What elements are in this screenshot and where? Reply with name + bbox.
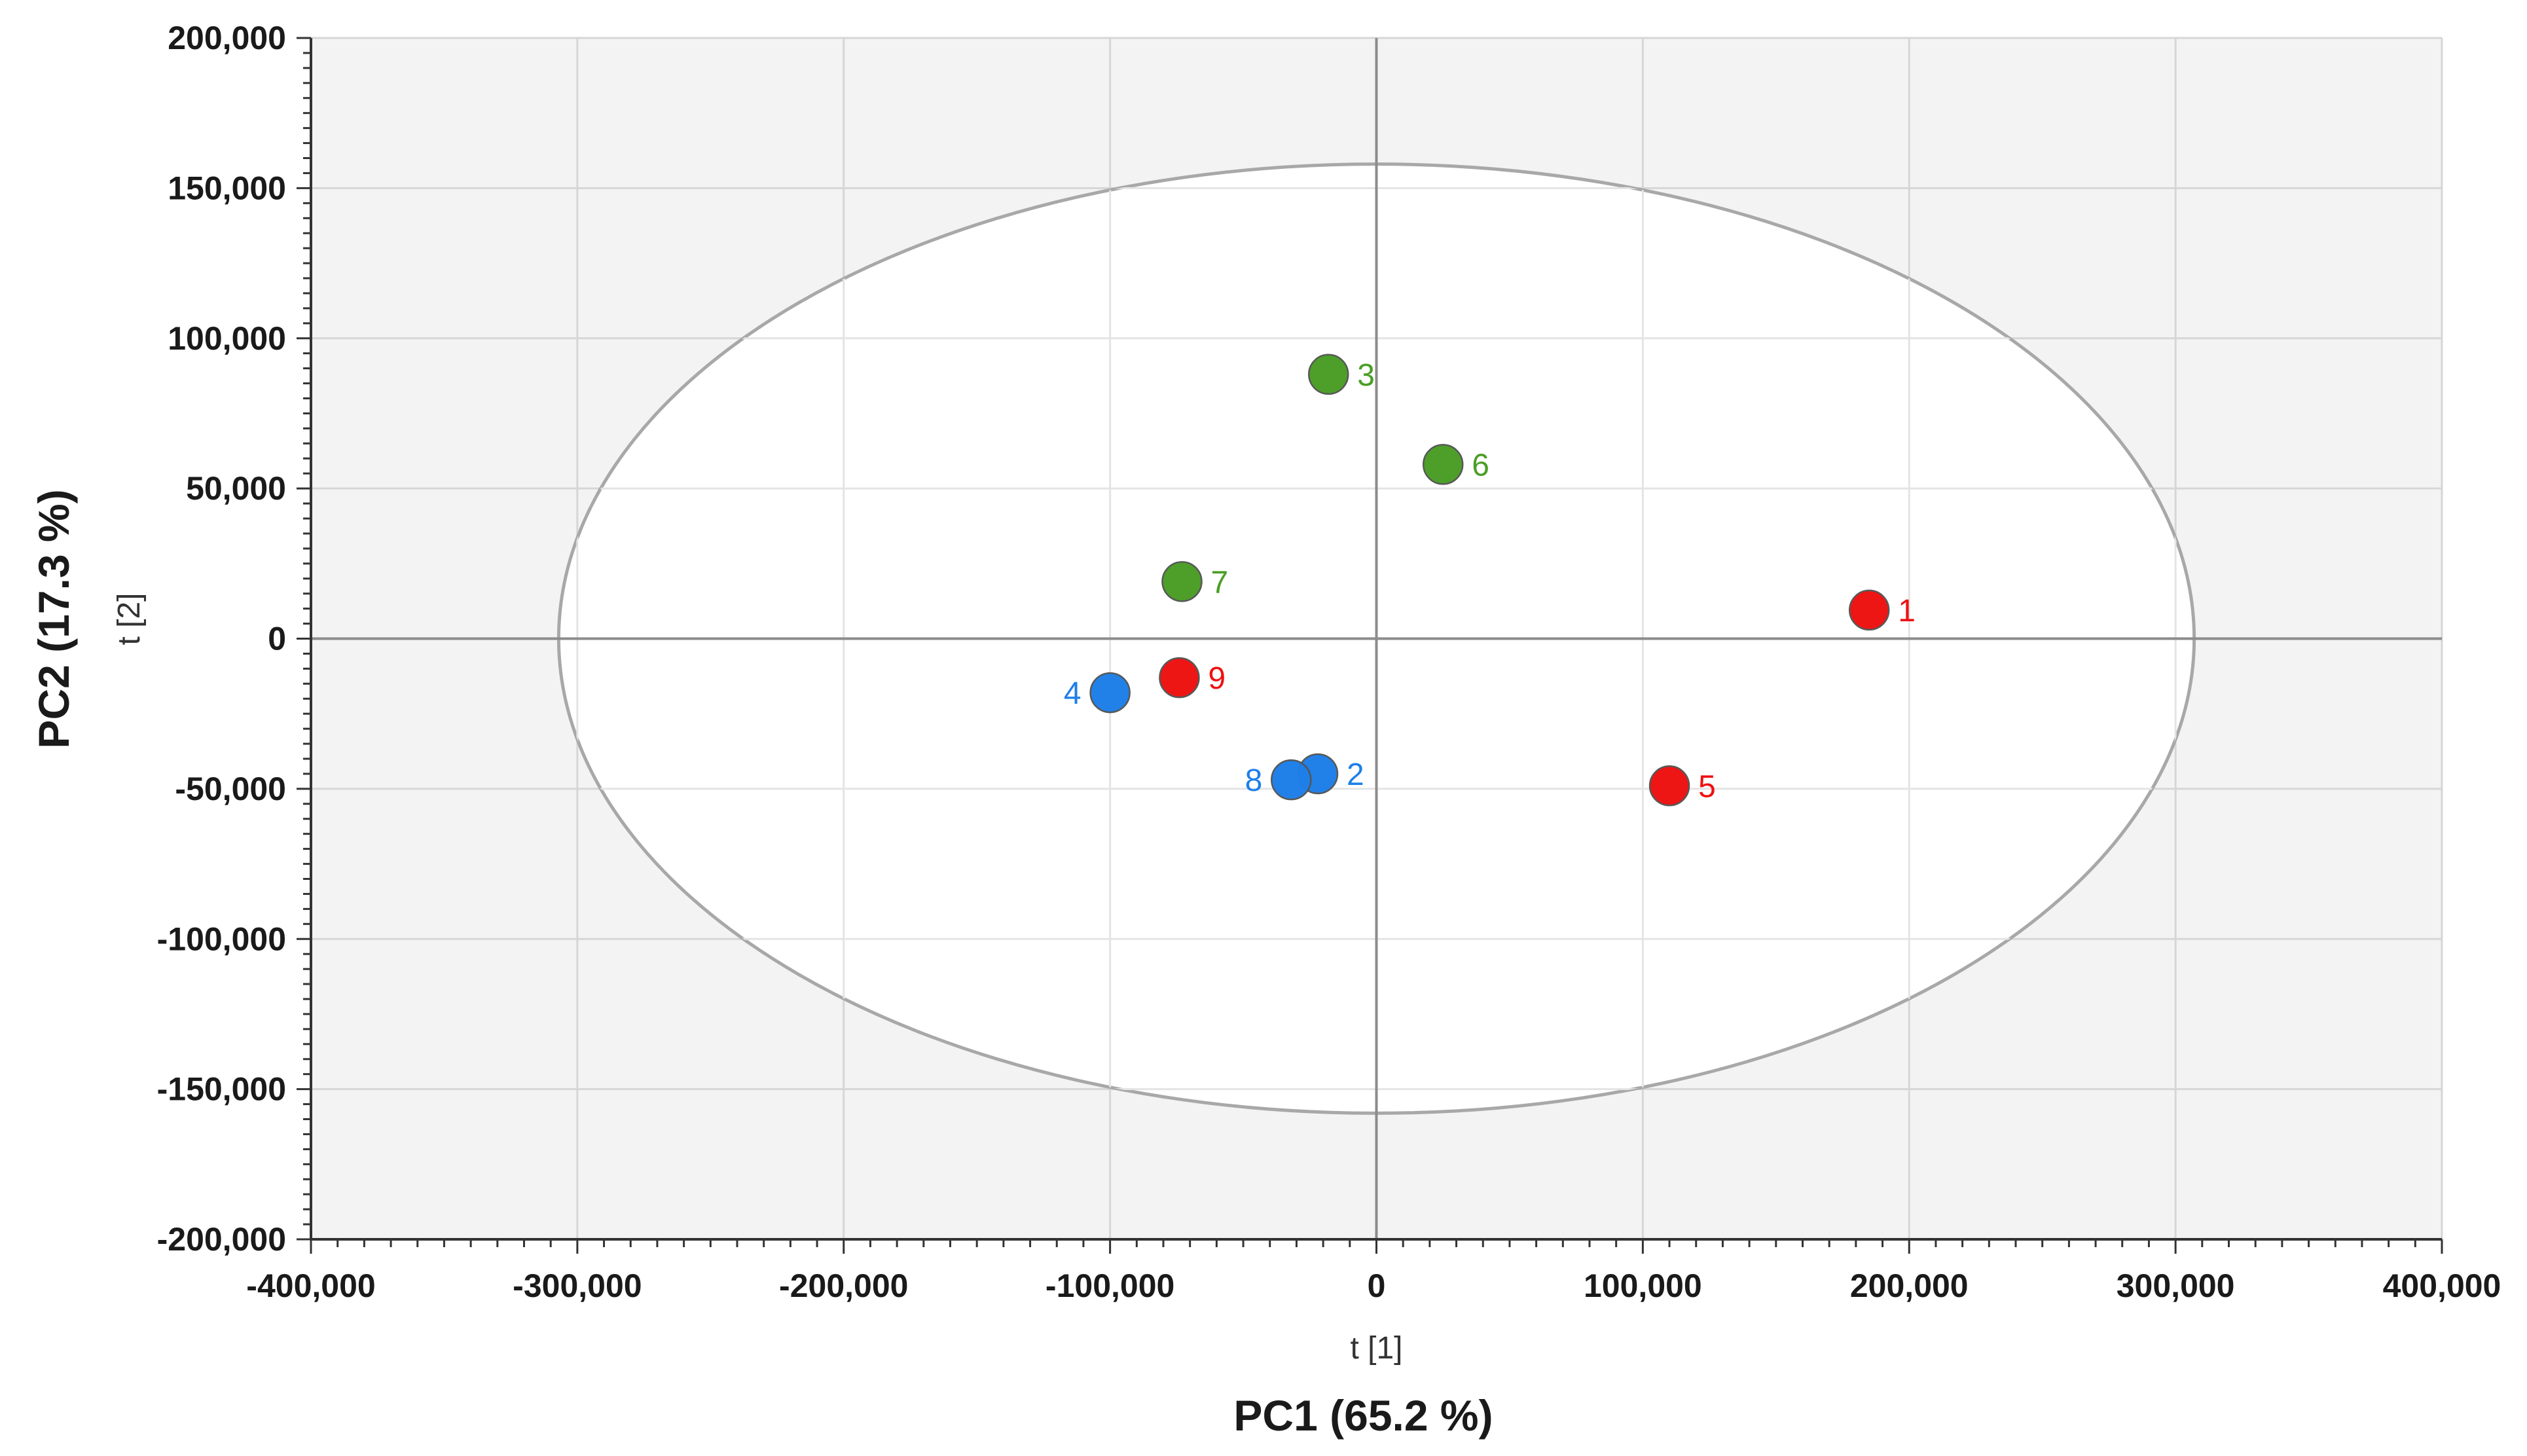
data-point [1159,657,1200,699]
data-point [1089,672,1131,714]
point-label: 8 [1245,763,1263,798]
point-label: 6 [1472,448,1489,482]
y-tick-label: 200,000 [168,20,286,56]
y-tick-label: -150,000 [157,1071,286,1108]
data-point-group: 8 [1245,759,1312,801]
point-label: 4 [1064,676,1082,711]
y-tick-label: 50,000 [186,470,286,507]
data-point-group: 1 [1848,589,1916,631]
data-point [1848,589,1890,631]
point-label: 1 [1898,594,1916,628]
y-tick-label: -100,000 [157,920,286,957]
x-tick-label: 200,000 [1850,1267,1969,1304]
data-point-group: 4 [1064,672,1131,714]
point-label: 9 [1208,661,1226,696]
point-label: 2 [1347,757,1364,792]
data-point-group: 3 [1308,354,1375,395]
titles-layer: PC1 (65.2 %) t [1] PC2 (17.3 %) t [2] [29,489,1493,1440]
x-tick-label: 0 [1368,1267,1386,1304]
x-tick-label: 400,000 [2383,1267,2501,1304]
data-point [1161,561,1203,602]
data-point-group: 5 [1648,765,1716,807]
y-tick-label: 150,000 [168,170,286,206]
data-point-group: 7 [1161,561,1228,602]
data-point [1308,354,1349,395]
x-axis-sublabel: t [1] [1350,1331,1402,1366]
y-tick-label: 100,000 [168,320,286,357]
x-tick-label: -100,000 [1045,1267,1174,1304]
y-tick-label: -200,000 [157,1221,286,1258]
point-label: 3 [1357,358,1375,393]
y-tick-label: 0 [268,621,286,657]
x-tick-label: 300,000 [2117,1267,2235,1304]
axes-layer: -400,000 -300,000 -200,000 -100,000 0 100,000… [157,20,2501,1304]
data-point [1648,765,1690,807]
points-layer: 1 2 3 4 5 6 7 8 9 [1064,354,1916,807]
y-axis-title: PC2 (17.3 %) [29,489,78,748]
x-axis-title: PC1 (65.2 %) [1233,1391,1493,1440]
point-label: 7 [1210,565,1228,600]
data-point [1271,759,1312,801]
y-tick-label: -50,000 [175,771,286,807]
x-tick-label: -400,000 [246,1267,375,1304]
point-label: 5 [1698,769,1716,804]
data-point-group: 6 [1422,444,1489,485]
x-tick-label: -200,000 [779,1267,908,1304]
x-tick-label: 100,000 [1584,1267,1702,1304]
x-tick-label: -300,000 [513,1267,642,1304]
y-axis-sublabel: t [2] [112,592,147,645]
data-point-group: 9 [1159,657,1226,699]
data-point [1422,444,1464,485]
